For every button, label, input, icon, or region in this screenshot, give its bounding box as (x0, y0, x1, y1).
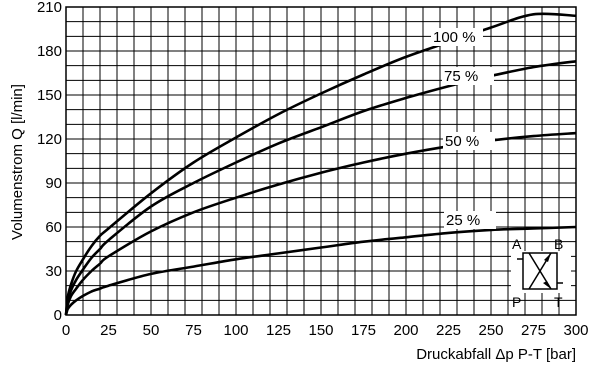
x-tick-label: 225 (436, 322, 461, 339)
grid (65, 6, 577, 316)
symbol-label-b: B (554, 236, 563, 252)
plot-frame (65, 6, 577, 316)
curve-label-bg (442, 67, 494, 85)
curve-label-4: 25 % (446, 212, 480, 229)
x-tick-label: 250 (478, 322, 503, 339)
x-tick-label: 200 (393, 322, 418, 339)
x-tick-label: 175 (351, 322, 376, 339)
y-tick-label: 60 (45, 219, 62, 236)
x-tick-label: 150 (308, 322, 333, 339)
y-tick-label: 0 (54, 307, 62, 324)
y-tick-label: 90 (45, 175, 62, 192)
series-line-4 (64, 225, 577, 316)
x-tick-label: 275 (521, 322, 546, 339)
y-tick-label: 210 (37, 0, 62, 16)
x-tick-label: 100 (223, 322, 248, 339)
curve-label-2: 75 % (444, 68, 478, 85)
curve-label-3: 50 % (445, 133, 479, 150)
x-axis-label: Druckabfall Δp P-T [bar] (416, 346, 576, 363)
y-tick-label: 120 (37, 131, 62, 148)
y-tick-label: 30 (45, 263, 62, 280)
y-tick-label: 180 (37, 43, 62, 60)
y-tick-label: 150 (37, 87, 62, 104)
tick-labels: 0 25 50 75 100 125 150 175 200 225 250 275 300 0 30 60 9… (37, 0, 589, 339)
curve-label-bg (431, 28, 483, 46)
symbol-label-p: P (512, 294, 521, 310)
curve-labels: 100 % 75 % 50 % 25 % (431, 28, 496, 229)
symbol-label-a: A (512, 236, 522, 252)
curve-label-1: 100 % (433, 29, 476, 46)
symbol-label-t: T (554, 294, 563, 310)
x-tick-label: 125 (266, 322, 291, 339)
y-axis-label: Volumenstrom Q [l/min] (9, 84, 26, 240)
x-tick-label: 25 (100, 322, 117, 339)
curve-label-bg (444, 211, 496, 229)
series-line-2 (64, 60, 577, 316)
x-tick-label: 300 (563, 322, 588, 339)
valve-symbol: A B P T (511, 236, 571, 310)
x-tick-label: 0 (62, 322, 70, 339)
x-tick-label: 50 (143, 322, 160, 339)
curve-label-bg (443, 132, 495, 150)
x-tick-label: 75 (185, 322, 202, 339)
